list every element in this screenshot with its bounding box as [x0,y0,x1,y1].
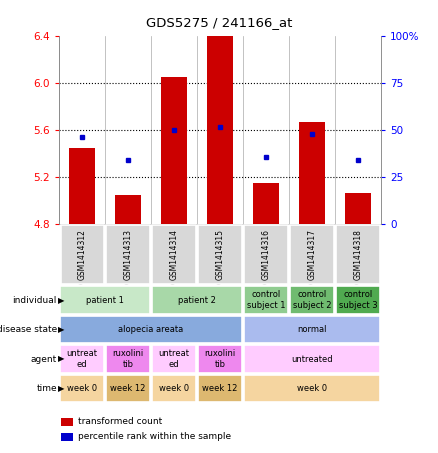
Bar [60,345,104,373]
Bar [106,375,150,402]
Bar [336,286,380,314]
Text: agent: agent [31,355,57,363]
Bar [244,375,380,402]
Text: GSM1414318: GSM1414318 [353,229,363,280]
Text: week 0: week 0 [159,384,189,393]
Bar [300,122,325,224]
Bar [336,226,380,284]
Text: patient 1: patient 1 [86,296,124,304]
Text: ruxolini
tib: ruxolini tib [113,349,144,369]
Text: disease state: disease state [0,325,57,334]
Bar [152,375,196,402]
Bar [346,193,371,224]
Text: GSM1414317: GSM1414317 [307,229,317,280]
Text: ▶: ▶ [58,384,64,393]
Text: patient 2: patient 2 [178,296,216,304]
Bar [116,195,141,224]
Text: individual: individual [13,296,57,304]
Text: time: time [36,384,57,393]
Text: transformed count: transformed count [78,417,162,426]
Text: ▶: ▶ [58,355,64,363]
Bar [290,286,334,314]
Bar [198,226,242,284]
Bar [61,433,73,441]
Bar [60,286,150,314]
Text: untreat
ed: untreat ed [67,349,98,369]
Text: GDS5275 / 241166_at: GDS5275 / 241166_at [146,16,292,29]
Text: GSM1414316: GSM1414316 [261,229,271,280]
Text: ▶: ▶ [58,296,64,304]
Text: control
subject 1: control subject 1 [247,290,285,310]
Bar [152,345,196,373]
Bar [244,316,380,343]
Text: percentile rank within the sample: percentile rank within the sample [78,433,232,442]
Bar [244,345,380,373]
Bar [60,316,242,343]
Text: week 12: week 12 [202,384,238,393]
Bar [198,345,242,373]
Bar [106,345,150,373]
Text: untreated: untreated [291,355,333,363]
Bar [60,375,104,402]
Bar [290,226,334,284]
Bar [244,286,288,314]
Text: week 12: week 12 [110,384,146,393]
Text: GSM1414314: GSM1414314 [170,229,179,280]
Bar [61,418,73,425]
Text: week 0: week 0 [297,384,327,393]
Text: GSM1414312: GSM1414312 [78,229,87,280]
Bar [106,226,150,284]
Bar [152,286,242,314]
Text: ruxolini
tib: ruxolini tib [205,349,236,369]
Bar [208,36,233,224]
Bar [70,148,95,224]
Text: ▶: ▶ [58,325,64,334]
Text: control
subject 3: control subject 3 [339,290,378,310]
Bar [254,183,279,224]
Text: normal: normal [297,325,327,334]
Bar [162,77,187,224]
Bar [244,226,288,284]
Text: week 0: week 0 [67,384,97,393]
Bar [152,226,196,284]
Text: untreat
ed: untreat ed [159,349,190,369]
Text: alopecia areata: alopecia areata [119,325,184,334]
Bar [198,375,242,402]
Bar [60,226,104,284]
Text: GSM1414315: GSM1414315 [215,229,225,280]
Text: GSM1414313: GSM1414313 [124,229,133,280]
Text: control
subject 2: control subject 2 [293,290,331,310]
